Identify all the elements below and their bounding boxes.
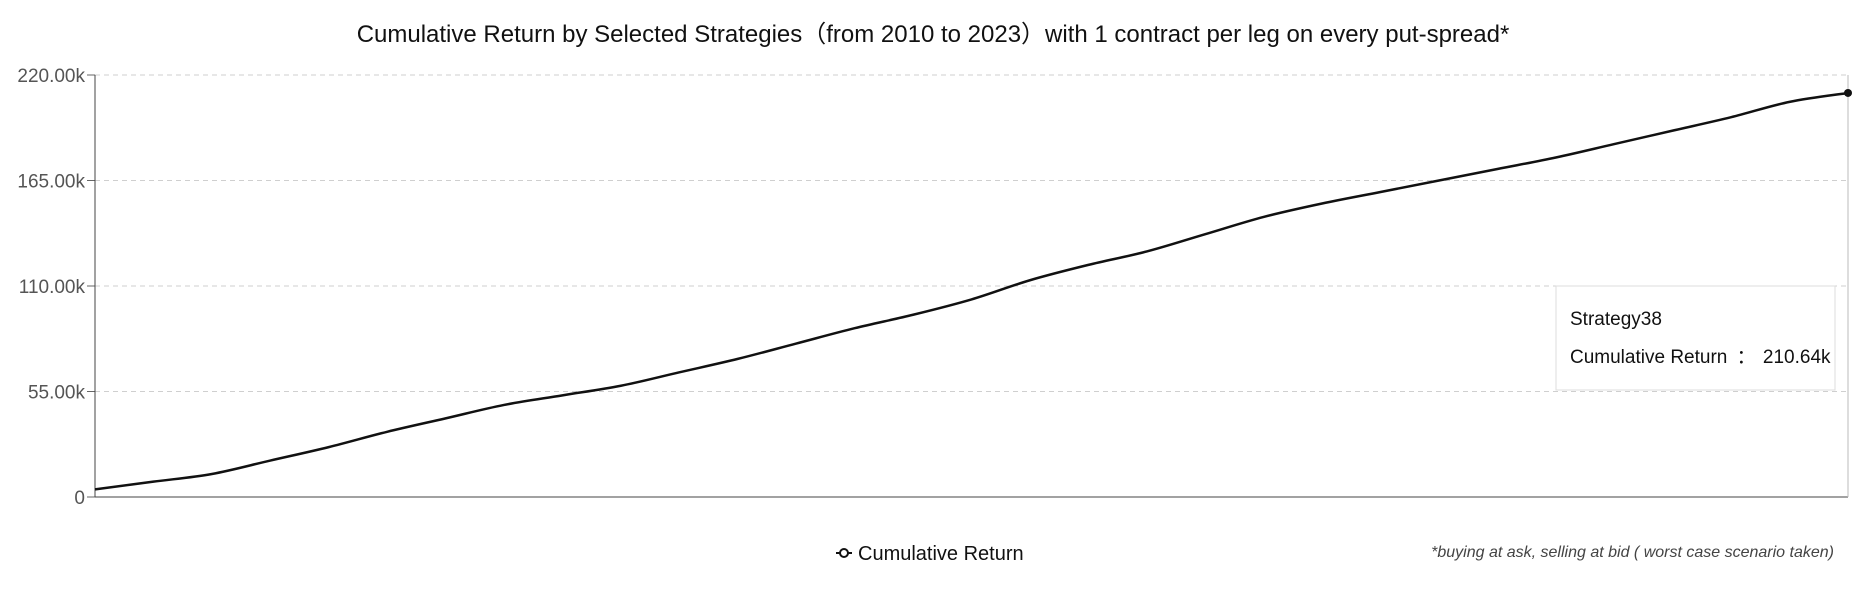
tooltip-box <box>1555 285 1836 391</box>
tooltip-value: 210.64k <box>1763 347 1831 368</box>
data-point[interactable] <box>1844 88 1852 97</box>
y-tick-label: 0 <box>74 488 85 509</box>
tooltip-title: Strategy38 <box>1570 309 1662 330</box>
y-axis: 0 55.00k 110.00k 165.00k 220.00k <box>17 66 96 509</box>
series-layer <box>94 91 1849 491</box>
legend-marker <box>839 548 849 558</box>
y-tick-label: 165.00k <box>17 172 85 193</box>
tooltip-row: Cumulative Return ： 210.64k <box>1570 347 1831 368</box>
tooltip: Strategy38 Cumulative Return ： 210.64k <box>1555 285 1836 391</box>
y-tick-label: 55.00k <box>28 383 86 404</box>
series-line[interactable] <box>94 91 1849 491</box>
tooltip-label: Cumulative Return <box>1570 347 1727 368</box>
legend-label: Cumulative Return <box>858 543 1024 565</box>
footnote: *buying at ask, selling at bid ( worst c… <box>1431 544 1834 561</box>
y-tick-label: 110.00k <box>19 277 86 298</box>
tooltip-separator: ： <box>1737 347 1756 368</box>
chart-title: Cumulative Return by Selected Strategies… <box>357 21 1510 48</box>
legend[interactable]: Cumulative Return <box>836 543 1024 565</box>
hover-layer <box>1844 75 1852 497</box>
y-tick-label: 220.00k <box>17 66 85 87</box>
